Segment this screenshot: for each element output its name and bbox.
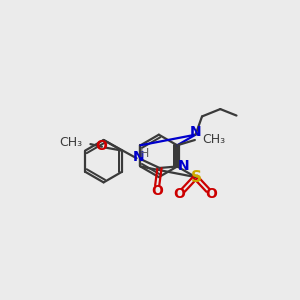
Text: CH₃: CH₃ <box>59 136 82 149</box>
Text: H: H <box>140 147 149 160</box>
Text: N: N <box>178 160 190 173</box>
Text: N: N <box>133 150 145 164</box>
Text: O: O <box>151 184 163 198</box>
Text: N: N <box>190 125 201 139</box>
Text: O: O <box>95 139 107 153</box>
Text: CH₃: CH₃ <box>202 134 225 146</box>
Text: O: O <box>206 187 218 201</box>
Text: O: O <box>174 187 186 201</box>
Text: S: S <box>191 169 202 184</box>
